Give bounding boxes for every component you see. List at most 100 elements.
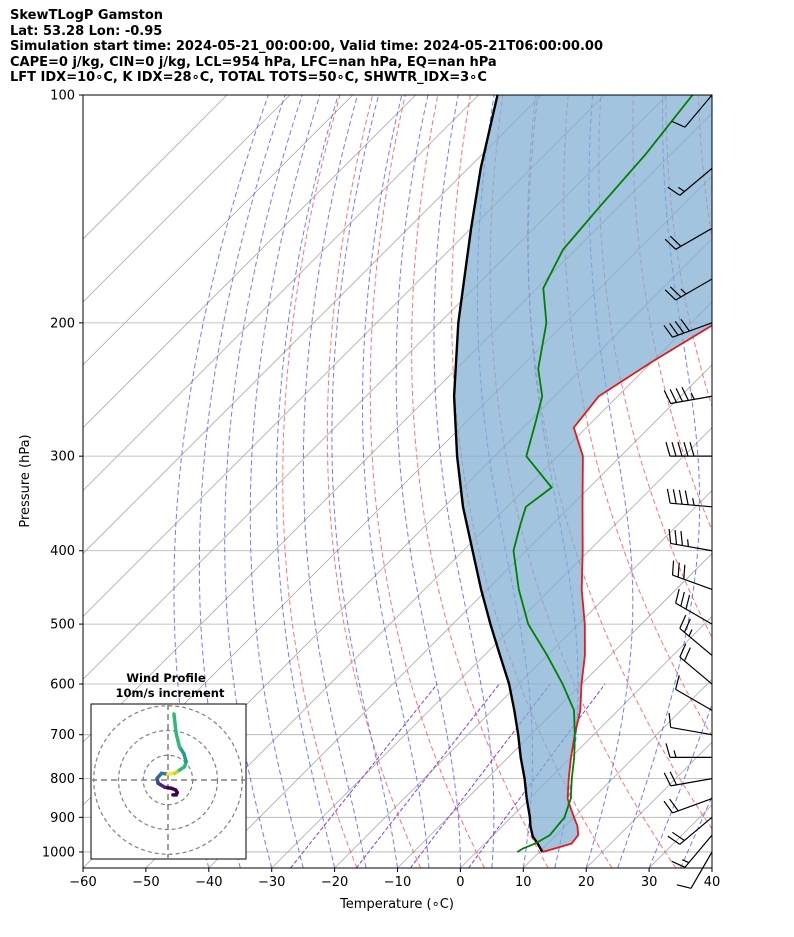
wind-barb [667,816,713,845]
dry-adiabat [369,95,485,868]
dry-adiabat [764,95,794,868]
simulation-time: Simulation start time: 2024-05-21_00:00:… [10,39,603,54]
x-tick-label: 10 [515,875,532,890]
wind-barb [668,528,713,552]
wind-barb [671,94,713,128]
wind-barb [679,614,713,656]
wind-barb [663,797,713,814]
x-tick-label: −20 [321,875,348,890]
moist-adiabat [173,95,269,868]
isotherm-line [271,427,712,868]
dry-adiabat [697,95,712,241]
dry-adiabat [598,95,712,639]
y-tick-label: 800 [50,772,75,787]
moist-adiabat [680,795,712,868]
isotherm-line [83,95,479,492]
wind-barb [671,834,713,868]
dry-adiabat [282,95,358,868]
x-tick-label: 20 [578,875,595,890]
x-tick-label: −60 [69,875,96,890]
dry-adiabat [411,95,549,868]
station-location: Lat: 53.28 Lon: -0.95 [10,23,163,39]
wind-barb [675,675,713,711]
hodograph-plot [91,704,246,859]
wind-barb [664,227,713,250]
x-tick-label: 0 [456,875,464,890]
x-tick-label: 40 [704,875,721,890]
moist-adiabat [275,95,339,868]
isotherm-line [83,95,542,555]
isotherm-line [208,364,712,868]
x-tick-label: 30 [641,875,658,890]
moist-adiabat [249,95,321,868]
hodograph-subtitle: 10m/s increment [116,686,225,700]
x-tick-label: −40 [195,875,222,890]
chart-header: SkewTLogP Gamston Lat: 53.28 Lon: -0.95 … [10,8,603,86]
y-axis-label: Pressure (hPa) [18,434,33,527]
isotherm-line [334,490,712,868]
parcel-path-line [452,95,544,853]
y-tick-label: 300 [50,450,75,465]
y-tick-label: 700 [50,728,75,743]
y-tick-label: 500 [50,618,75,633]
moist-adiabat [224,95,303,868]
y-tick-label: 1000 [42,845,75,860]
mixing-ratio-line [290,683,438,868]
moist-adiabat [585,95,634,868]
station-title: SkewTLogP Gamston [10,8,164,23]
moist-adiabat [617,95,701,868]
isotherm-line [523,678,712,868]
wind-barb [665,441,712,457]
cape-cin-area [454,95,712,852]
wind-barb [663,387,713,405]
moist-adiabat [302,95,367,868]
moist-adiabat [331,95,398,868]
wind-barb [676,851,713,889]
y-tick-label: 100 [50,89,75,104]
hodograph-title: Wind Profile [126,671,206,685]
y-tick-label: 200 [50,316,75,331]
moist-adiabat [433,95,495,868]
wind-barb [668,712,713,736]
x-tick-label: −50 [132,875,159,890]
wind-barb [663,318,713,338]
mixing-ratio-line [355,683,500,868]
isotherm-line [83,95,291,303]
wind-barbs [663,94,713,889]
moist-adiabat [198,95,286,868]
moist-adiabat [362,95,430,868]
axis-ticks: −60 −50 −40 −30 −20 −10 0 10 20 30 40 100 200 300 400 5… [42,89,720,891]
profile-lines-layer [452,95,712,853]
wind-barb [663,771,713,787]
wind-barb [664,278,713,301]
wind-barb [679,643,713,685]
isotherm-line [83,95,354,366]
moist-adiabat [744,95,794,868]
y-tick-label: 900 [50,811,75,826]
moist-adiabat [711,866,712,868]
y-tick-label: 400 [50,544,75,559]
wind-barb [665,743,712,758]
wind-barb [675,588,713,625]
isotherm-line [83,95,228,240]
cape-fill-layer [454,95,712,852]
moist-adiabat [648,702,712,868]
temperature-line [542,324,712,853]
isotherm-line [460,615,712,868]
hodograph-segment [172,712,178,728]
wind-barb [671,560,713,591]
isotherm-line [83,95,416,429]
stability-indices-2: LFT IDX=10∘C, K IDX=28∘C, TOTAL TOTS=50∘… [10,70,487,85]
x-axis-label: Temperature (∘C) [339,897,454,912]
dry-adiabat [731,95,794,868]
dewpoint-line [512,95,694,853]
y-tick-label: 600 [50,678,75,693]
hodograph [90,703,247,860]
stability-indices-1: CAPE=0 j/kg, CIN=0 j/kg, LCL=954 hPa, LF… [10,54,497,70]
isotherm-line [711,867,712,868]
x-tick-label: −30 [258,875,285,890]
wind-barb [667,167,713,196]
moist-adiabat [395,95,461,868]
isotherm-line [775,95,794,868]
